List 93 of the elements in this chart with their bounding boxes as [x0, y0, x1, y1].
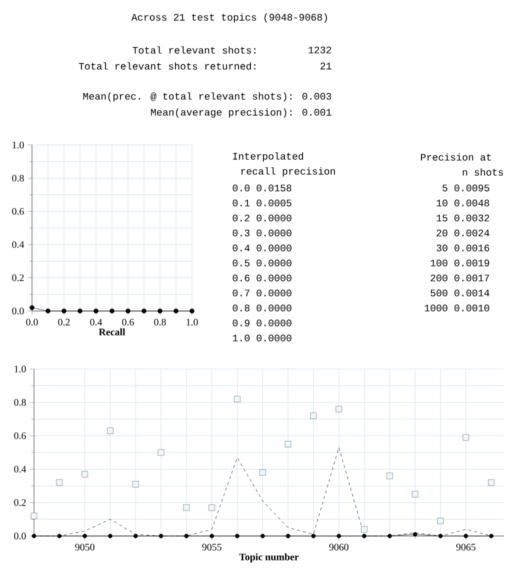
point: [311, 534, 316, 538]
text: 1232: [308, 46, 332, 54]
text: 1000 0.0010: [424, 304, 490, 312]
point: [387, 534, 392, 538]
point: [464, 534, 468, 538]
text: 0.2 0.0000: [232, 214, 292, 222]
text: 0.3 0.0000: [232, 230, 292, 236]
y-tick-label: 1.0: [14, 366, 26, 372]
text: 0.0 0.0158: [232, 184, 292, 192]
point: [462, 434, 470, 441]
text: 10 0.0048: [436, 200, 490, 206]
point: [82, 534, 88, 538]
point: [132, 481, 139, 488]
point: [386, 472, 393, 480]
point: [56, 479, 63, 486]
point: [310, 412, 317, 419]
x-tick-label: 9055: [202, 544, 222, 550]
point: [108, 534, 112, 538]
text: recall precision: [241, 167, 335, 177]
text: Total relevant shots:: [132, 46, 256, 54]
point: [184, 534, 189, 538]
text: 0.7 0.0000: [232, 290, 292, 296]
text: 20 0.0024: [436, 230, 490, 236]
x-tick-label: 0.2: [58, 318, 70, 326]
text: 500 0.0014: [430, 290, 490, 296]
text: 1.0 0.0000: [232, 334, 292, 342]
y-tick-label: 0.8: [14, 399, 26, 406]
point: [412, 532, 418, 537]
x-tick-label: 9060: [329, 544, 348, 550]
point: [208, 504, 216, 511]
x-tick-label: 9050: [75, 544, 94, 550]
point: [57, 534, 62, 538]
text: Mean(average precision): 0.001: [151, 108, 332, 118]
text: Precision at: [420, 153, 491, 161]
y-tick-label: 0.0: [12, 308, 24, 314]
y-tick-label: 0.0: [14, 532, 26, 540]
text: Total relevant shots returned:: [78, 62, 256, 70]
y-tick-label: 0.4: [14, 466, 26, 473]
point: [158, 449, 164, 456]
text: 30 0.0016: [436, 244, 490, 252]
x-tick-label: 9065: [456, 544, 476, 550]
point: [32, 534, 36, 538]
point: [286, 534, 290, 538]
x-axis-title: Topic number: [239, 553, 299, 562]
y-tick-label: 0.8: [12, 174, 24, 182]
x-tick-label: 1.0: [186, 318, 198, 326]
point: [260, 534, 265, 538]
y-tick-label: 1.0: [12, 142, 24, 148]
text: 0.6 0.0000: [232, 274, 292, 282]
text: 0.9 0.0000: [232, 320, 292, 326]
y-tick-label: 0.2: [14, 499, 26, 506]
text: 0.1 0.0005: [232, 200, 292, 206]
text: 0.8 0.0000: [232, 304, 292, 312]
x-tick-label: 0.8: [154, 318, 166, 326]
point: [437, 518, 444, 524]
text: Interpolated: [233, 152, 304, 162]
point: [107, 428, 114, 434]
point: [336, 406, 342, 412]
point: [488, 479, 494, 486]
y-tick-label: 0.6: [14, 432, 26, 440]
x-axis-title: Recall: [98, 328, 126, 336]
x-tick-label: 0.4: [90, 318, 102, 326]
y-tick-label: 0.2: [12, 274, 24, 282]
point: [30, 512, 38, 520]
text: 0.5 0.0000: [232, 260, 292, 266]
point: [489, 534, 494, 538]
y-tick-label: 0.4: [12, 241, 24, 248]
text: 100 0.0019: [430, 260, 490, 266]
point: [158, 534, 164, 538]
text: Across 21 test topics (9048-9068): [131, 13, 327, 23]
point: [336, 534, 342, 538]
text: 0.4 0.0000: [232, 244, 292, 252]
text: n shots: [462, 168, 503, 176]
y-tick-label: 0.6: [12, 208, 24, 215]
point: [284, 440, 292, 448]
point: [210, 534, 214, 538]
point: [361, 526, 368, 533]
point: [183, 504, 190, 511]
point: [82, 471, 88, 478]
x-tick-label: 0.6: [122, 318, 134, 326]
text: 5 0.0095: [442, 184, 490, 192]
point: [234, 396, 240, 402]
point: [133, 534, 138, 538]
point: [362, 534, 366, 538]
text: Mean(prec. @ total relevant shots): 0.003: [83, 92, 332, 102]
x-tick-label: 0.0: [26, 318, 38, 326]
text: 200 0.0017: [430, 274, 490, 282]
point: [235, 534, 240, 538]
point: [259, 469, 266, 476]
point: [412, 491, 418, 498]
point: [438, 534, 443, 538]
text: 15 0.0032: [436, 214, 490, 222]
text: 21: [320, 62, 332, 70]
